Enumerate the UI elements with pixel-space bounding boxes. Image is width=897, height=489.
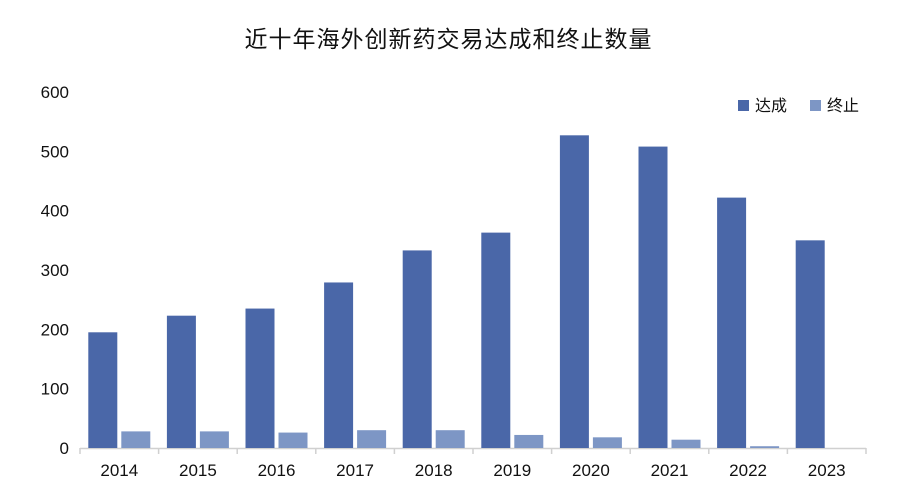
bar-series-1 <box>638 146 668 448</box>
bar-series-2 <box>671 439 701 448</box>
x-tick-label: 2014 <box>100 461 138 480</box>
bar-series-1 <box>402 250 432 448</box>
y-tick-label: 100 <box>41 380 69 399</box>
x-tick-label: 2015 <box>179 461 217 480</box>
y-tick-label: 400 <box>41 202 69 221</box>
bar-series-1 <box>481 232 511 448</box>
bar-series-2 <box>514 434 544 448</box>
chart-title: 近十年海外创新药交易达成和终止数量 <box>244 27 653 53</box>
bar-series-1 <box>559 135 589 448</box>
y-tick-label: 500 <box>41 142 69 161</box>
bar-series-2 <box>592 437 622 448</box>
x-tick-label: 2022 <box>729 461 767 480</box>
legend-label: 达成 <box>755 96 787 115</box>
y-tick-label: 0 <box>60 439 69 458</box>
bar-series-1 <box>795 240 825 448</box>
bar-series-2 <box>199 431 229 448</box>
x-tick-label: 2021 <box>651 461 689 480</box>
bar-series-1 <box>717 197 747 448</box>
bar-series-1 <box>245 308 275 448</box>
x-tick-label: 2023 <box>808 461 846 480</box>
x-tick-label: 2017 <box>336 461 374 480</box>
bar-series-2 <box>435 430 465 448</box>
bar-series-1 <box>88 332 118 448</box>
x-tick-label: 2018 <box>415 461 453 480</box>
legend-swatch <box>738 100 749 111</box>
legend-swatch <box>810 100 821 111</box>
bar-series-2 <box>278 432 308 448</box>
bar-series-1 <box>166 315 196 448</box>
bar-series-2 <box>357 430 387 448</box>
y-tick-label: 200 <box>41 320 69 339</box>
bar-series-2 <box>750 446 780 448</box>
y-tick-label: 600 <box>41 83 69 102</box>
x-tick-label: 2020 <box>572 461 610 480</box>
y-tick-label: 300 <box>41 261 69 280</box>
legend-label: 终止 <box>827 96 859 115</box>
x-tick-label: 2019 <box>493 461 531 480</box>
bar-series-2 <box>121 431 151 448</box>
bar-series-1 <box>324 282 354 448</box>
x-tick-label: 2016 <box>258 461 296 480</box>
